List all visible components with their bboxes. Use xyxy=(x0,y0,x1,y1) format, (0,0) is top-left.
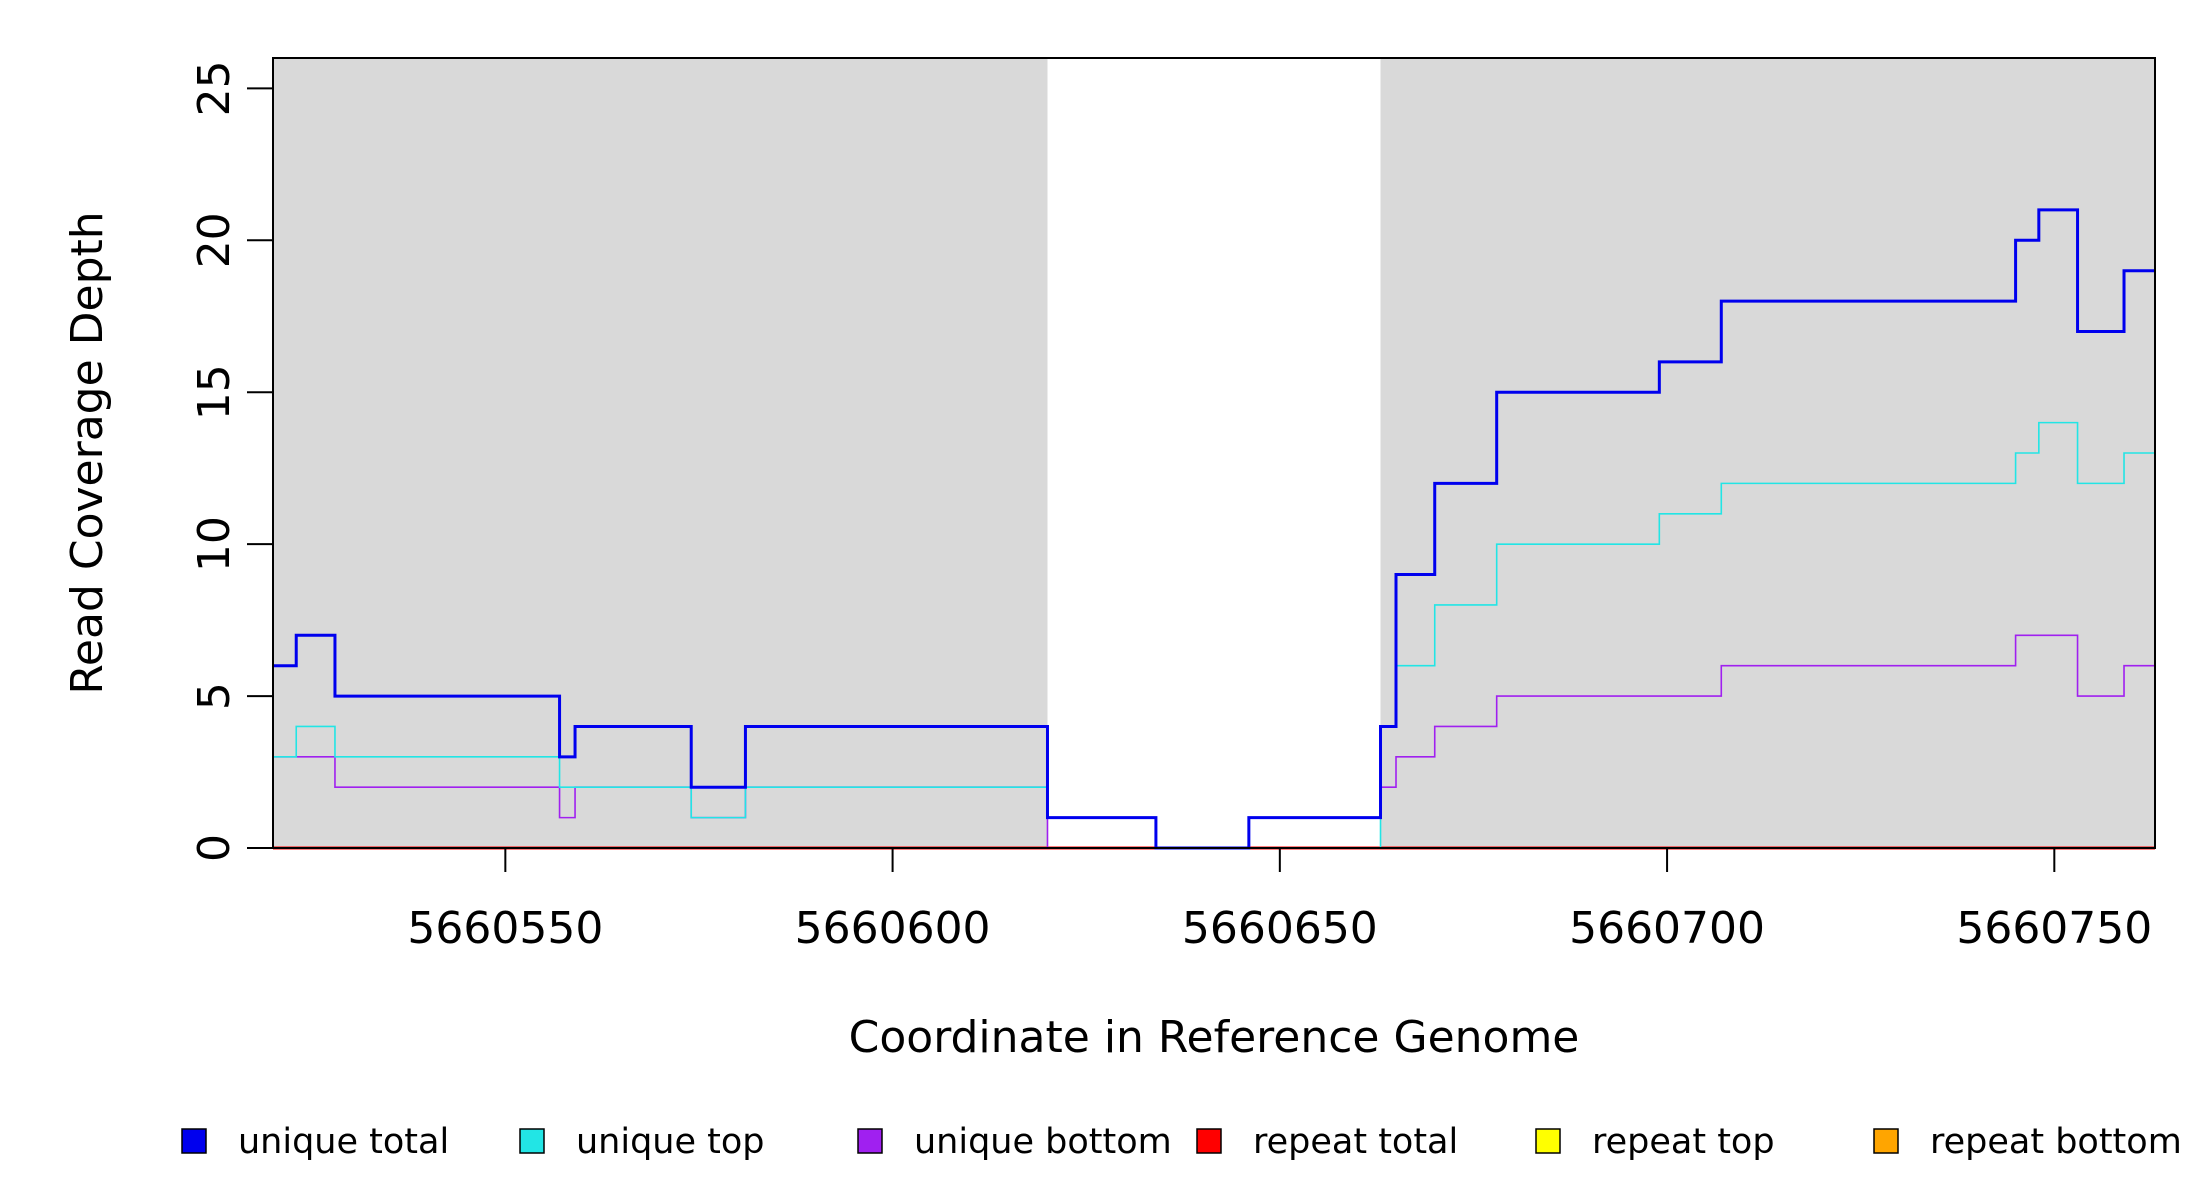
x-axis-title: Coordinate in Reference Genome xyxy=(849,1012,1580,1063)
y-tick-label-0: 0 xyxy=(189,834,240,862)
x-tick-label-5660700: 5660700 xyxy=(1569,903,1765,954)
y-tick-label-25: 25 xyxy=(189,60,240,116)
legend-swatch-unique-total xyxy=(181,1128,207,1154)
series-line-unique-total xyxy=(273,208,2155,850)
y-tick-label-5: 5 xyxy=(189,682,240,710)
legend-label-unique-total: unique total xyxy=(238,1122,449,1162)
legend-swatch-unique-bottom xyxy=(857,1128,883,1154)
legend-swatch-repeat-bottom xyxy=(1873,1128,1899,1154)
y-axis-title: Read Coverage Depth xyxy=(62,211,113,694)
y-tick-label-20: 20 xyxy=(189,212,240,268)
x-tick-label-5660650: 5660650 xyxy=(1182,903,1378,954)
shaded-regions xyxy=(273,58,2155,848)
legend-label-unique-top: unique top xyxy=(576,1122,765,1162)
x-tick-label-5660750: 5660750 xyxy=(1956,903,2152,954)
legend-swatch-repeat-top xyxy=(1535,1128,1561,1154)
legend: unique total unique top unique bottom repea… xyxy=(181,1122,2182,1162)
legend-label-repeat-total: repeat total xyxy=(1253,1122,1458,1162)
legend-swatch-unique-top xyxy=(519,1128,545,1154)
shaded-region-0 xyxy=(273,58,1048,848)
y-tick-label-15: 15 xyxy=(189,364,240,420)
legend-label-repeat-bottom: repeat bottom xyxy=(1930,1122,2182,1162)
legend-label-repeat-top: repeat top xyxy=(1592,1122,1775,1162)
legend-label-unique-bottom: unique bottom xyxy=(914,1122,1172,1162)
y-axis: 0 5 10 15 20 25 xyxy=(189,60,274,862)
x-tick-label-5660550: 5660550 xyxy=(407,903,603,954)
x-axis: 5660550 5660600 5660650 5660700 5660750 xyxy=(407,848,2152,954)
x-tick-label-5660600: 5660600 xyxy=(795,903,991,954)
legend-swatch-repeat-total xyxy=(1196,1128,1222,1154)
y-tick-label-10: 10 xyxy=(189,516,240,572)
